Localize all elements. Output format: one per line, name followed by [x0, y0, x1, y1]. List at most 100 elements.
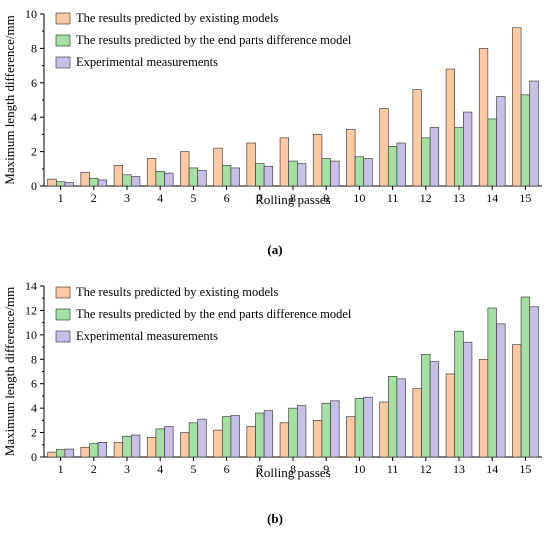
- y-tick-label: 4: [31, 110, 37, 124]
- bar: [146, 437, 157, 458]
- panel-caption: (a): [267, 242, 282, 257]
- legend-label: The results predicted by existing models: [76, 285, 279, 299]
- bar: [197, 418, 207, 458]
- x-tick-label: 5: [190, 462, 196, 476]
- bar: [230, 167, 240, 187]
- bar: [496, 96, 506, 187]
- legend-swatch: [55, 330, 71, 343]
- bar: [297, 405, 307, 458]
- bar: [445, 68, 455, 187]
- bar: [354, 156, 365, 187]
- y-tick-label: 8: [31, 41, 37, 55]
- legend-label: The results predicted by the end parts d…: [76, 33, 352, 47]
- bar: [312, 420, 323, 458]
- x-tick-label: 4: [157, 191, 163, 205]
- bar: [180, 432, 190, 458]
- bar: [89, 443, 99, 458]
- bar: [421, 354, 431, 458]
- bar: [330, 400, 340, 458]
- bar: [429, 361, 440, 458]
- bar: [412, 89, 422, 187]
- x-tick-label: 13: [453, 191, 465, 205]
- x-tick-label: 2: [91, 462, 97, 476]
- legend-swatch: [55, 12, 71, 25]
- bar: [330, 160, 340, 187]
- bar: [164, 172, 174, 187]
- y-tick-label: 2: [31, 426, 37, 440]
- bar: [197, 170, 207, 187]
- bar: [47, 451, 57, 458]
- bar: [379, 401, 389, 458]
- x-tick-label: 5: [190, 191, 196, 205]
- bar: [346, 416, 356, 458]
- legend-swatch: [55, 34, 71, 47]
- bar: [297, 163, 307, 187]
- bar: [463, 341, 473, 458]
- bar: [131, 176, 141, 187]
- bar: [445, 373, 455, 458]
- bar: [188, 167, 199, 187]
- bar: [396, 378, 406, 458]
- y-tick-label: 8: [31, 352, 37, 366]
- bar: [478, 358, 489, 458]
- x-tick-label: 8: [290, 191, 296, 205]
- bar: [363, 396, 373, 458]
- bar: [188, 422, 199, 458]
- bar: [113, 442, 123, 458]
- y-tick-label: 6: [31, 377, 37, 391]
- bar: [263, 165, 274, 187]
- bar: [97, 179, 108, 187]
- legend-label: Experimental measurements: [76, 55, 218, 69]
- bar: [520, 94, 531, 187]
- y-tick-label: 6: [31, 76, 37, 90]
- bar: [454, 127, 464, 187]
- bar: [89, 177, 99, 187]
- y-tick-label: 4: [31, 401, 37, 415]
- bar: [122, 435, 132, 458]
- x-tick-label: 14: [486, 462, 498, 476]
- bar: [64, 182, 74, 187]
- x-tick-label: 7: [257, 462, 263, 476]
- x-tick-label: 12: [420, 462, 432, 476]
- x-tick-label: 6: [224, 191, 230, 205]
- x-tick-label: 6: [224, 462, 230, 476]
- legend-label: Experimental measurements: [76, 329, 218, 343]
- bar: [55, 449, 66, 458]
- bar: [47, 178, 57, 187]
- bar: [496, 323, 506, 458]
- legend-label: The results predicted by existing models: [76, 11, 279, 25]
- bar: [312, 134, 323, 187]
- x-tick-label: 4: [157, 462, 163, 476]
- legend-label: The results predicted by the end parts d…: [76, 307, 352, 321]
- bar: [421, 137, 431, 187]
- x-tick-label: 15: [519, 191, 531, 205]
- y-tick-label: 2: [31, 145, 37, 159]
- bar: [213, 429, 223, 458]
- bar: [255, 412, 265, 458]
- bar: [321, 158, 331, 187]
- bar: [255, 163, 265, 187]
- y-tick-label: 14: [25, 279, 37, 293]
- bar: [487, 307, 497, 458]
- bar: [354, 398, 365, 458]
- y-tick-label: 10: [25, 328, 37, 342]
- bar: [221, 165, 232, 187]
- bar: [520, 296, 531, 458]
- x-axis-label: Rolling passes: [255, 465, 330, 480]
- bar: [529, 80, 539, 187]
- bar: [122, 174, 132, 187]
- x-tick-label: 14: [486, 191, 498, 205]
- bar: [529, 306, 539, 458]
- bar: [263, 410, 274, 458]
- x-tick-label: 12: [420, 191, 432, 205]
- x-tick-label: 2: [91, 191, 97, 205]
- bar: [463, 111, 473, 187]
- bar: [221, 416, 232, 458]
- bar: [279, 137, 289, 187]
- x-axis-label: Rolling passes: [255, 192, 330, 207]
- bar: [478, 48, 489, 187]
- bar: [246, 142, 256, 187]
- bar: [346, 128, 356, 187]
